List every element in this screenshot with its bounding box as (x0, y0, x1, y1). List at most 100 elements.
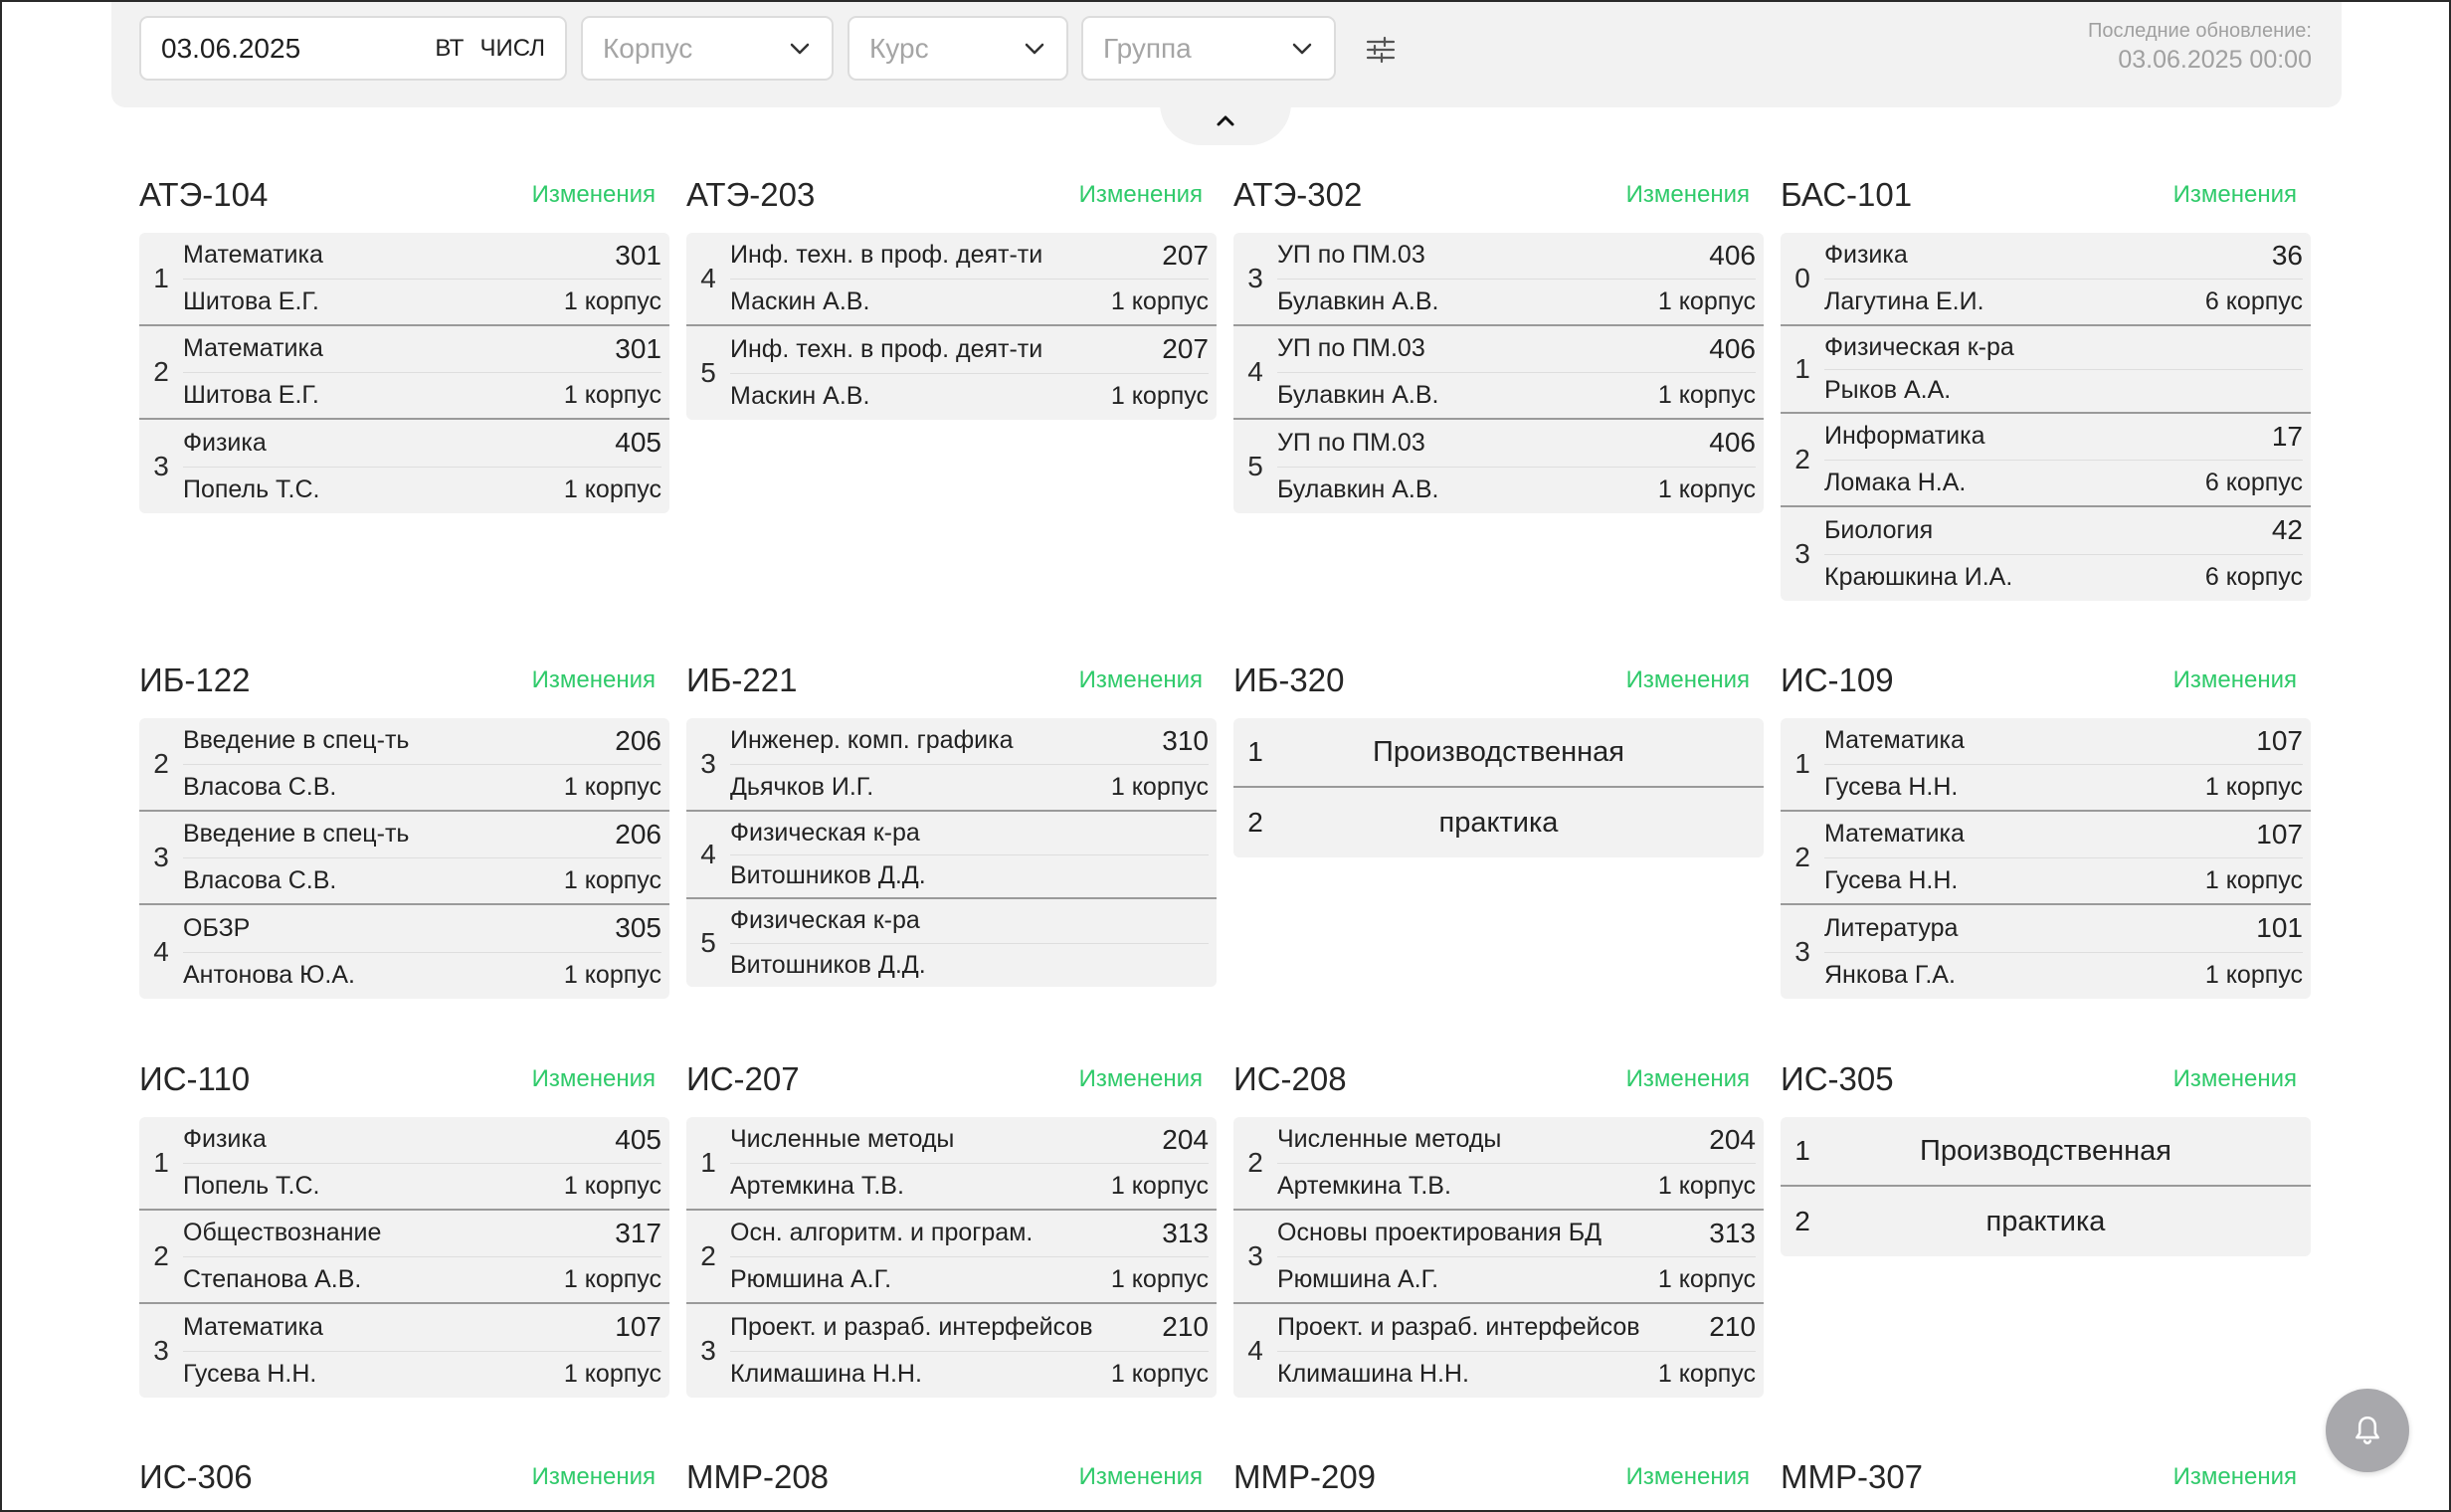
lesson-row[interactable]: 3 УП по ПМ.03 406 Булавкин А.В. 1 корпус (1233, 233, 1764, 326)
lesson-row[interactable]: 3 Основы проектирования БД 313 Рюмшина А.Г.… (1233, 1211, 1764, 1304)
lesson-teacher: Гусева Н.Н. (1824, 865, 1959, 894)
lesson-row[interactable]: 4 Физическая к-ра Витошников Д.Д. (686, 812, 1217, 899)
changes-link[interactable]: Изменения (1078, 1065, 1203, 1092)
lesson-row[interactable]: 0 Физика 36 Лагутина Е.И. 6 корпус (1781, 233, 2311, 326)
changes-link[interactable]: Изменения (531, 1065, 656, 1092)
lesson-row[interactable]: 5 Физическая к-ра Витошников Д.Д. (686, 899, 1217, 987)
lesson-row[interactable]: 3 Математика 107 Гусева Н.Н. 1 корпус (139, 1304, 669, 1398)
lesson-row[interactable]: 3 Физика 405 Попель Т.С. 1 корпус (139, 420, 669, 513)
lesson-row[interactable]: 2 Информатика 17 Ломака Н.А. 6 корпус (1781, 414, 2311, 507)
lesson-room: 107 (615, 1311, 661, 1343)
lesson-number: 3 (1247, 263, 1263, 293)
lesson-row[interactable]: 4 УП по ПМ.03 406 Булавкин А.В. 1 корпус (1233, 326, 1764, 420)
lesson-list: 2 Введение в спец-ть 206 Власова С.В. 1 корп… (139, 718, 669, 999)
lesson-row[interactable]: 4 Проект. и разраб. интерфейсов 210 Климаши… (1233, 1304, 1764, 1398)
lesson-row[interactable]: 1 Математика 107 Гусева Н.Н. 1 корпус (1781, 718, 2311, 812)
lesson-row[interactable]: 1 Численные методы 204 Артемкина Т.В. 1 корп… (686, 1117, 1217, 1211)
lesson-row[interactable]: 3 Биология 42 Краюшкина И.А. 6 корпус (1781, 507, 2311, 601)
lesson-row[interactable]: 3 Введение в спец-ть 206 Власова С.В. 1 корп… (139, 812, 669, 905)
chevron-up-icon[interactable] (1214, 109, 1237, 133)
changes-link[interactable]: Изменения (1625, 666, 1750, 693)
lesson-row[interactable]: 3 Литература 101 Янкова Г.А. 1 корпус (1781, 905, 2311, 999)
lesson-row[interactable]: 2 Введение в спец-ть 206 Власова С.В. 1 корп… (139, 718, 669, 812)
group-header: БАС-101 Изменения (1781, 175, 2311, 215)
kurs-select[interactable]: Курс (848, 16, 1068, 81)
changes-link[interactable]: Изменения (1625, 1065, 1750, 1092)
lesson-row[interactable]: 2 Численные методы 204 Артемкина Т.В. 1 корп… (1233, 1117, 1764, 1211)
changes-link[interactable]: Изменения (2172, 1463, 2297, 1490)
notifications-button[interactable] (2326, 1389, 2409, 1472)
lesson-body: Численные методы 204 Артемкина Т.В. 1 корпу… (730, 1117, 1217, 1209)
lesson-row[interactable]: 1 Математика 301 Шитова Е.Г. 1 корпус (139, 233, 669, 326)
lesson-bottom-line: Власова С.В. 1 корпус (183, 765, 661, 811)
lesson-subject: Численные методы (1277, 1125, 1502, 1154)
changes-link[interactable]: Изменения (2172, 1065, 2297, 1092)
lesson-bottom-line: Булавкин А.В. 1 корпус (1277, 468, 1756, 514)
lesson-row[interactable]: 3 Инженер. комп. графика 310 Дьячков И.Г. 1 … (686, 718, 1217, 812)
lesson-row[interactable]: 2 Математика 107 Гусева Н.Н. 1 корпус (1781, 812, 2311, 905)
changes-link[interactable]: Изменения (1625, 181, 1750, 208)
lesson-teacher: Антонова Ю.А. (183, 961, 355, 990)
lesson-teacher: Краюшкина И.А. (1824, 563, 2013, 592)
korpus-select[interactable]: Корпус (581, 16, 834, 81)
changes-link[interactable]: Изменения (531, 1463, 656, 1490)
chevron-down-icon (1025, 43, 1044, 54)
lesson-building: 1 корпус (563, 961, 661, 990)
lesson-row[interactable]: 2 Осн. алгоритм. и програм. 313 Рюмшина А.Г… (686, 1211, 1217, 1304)
lesson-number: 3 (1794, 538, 1810, 569)
group-card: ИБ-221 Изменения 3 Инженер. комп. графика 31… (686, 661, 1217, 987)
lesson-row[interactable]: 4 ОБЗР 305 Антонова Ю.А. 1 корпус (139, 905, 669, 999)
group-card: ИС-305 Изменения 1 Производственная 2 практик… (1781, 1059, 2311, 1256)
changes-link[interactable]: Изменения (1078, 666, 1203, 693)
lesson-body: Физика 405 Попель Т.С. 1 корпус (183, 420, 669, 513)
lesson-number: 2 (1247, 1147, 1263, 1178)
lesson-row[interactable]: 3 Проект. и разраб. интерфейсов 210 Климаши… (686, 1304, 1217, 1398)
date-value: 03.06.2025 (161, 32, 301, 64)
group-header: ИБ-122 Изменения (139, 661, 669, 700)
lesson-row[interactable]: 4 Инф. техн. в проф. деят-ти 207 Маскин А.В… (686, 233, 1217, 326)
date-input[interactable]: 03.06.2025 ВТ ЧИСЛ (139, 16, 567, 81)
changes-link[interactable]: Изменения (2172, 181, 2297, 208)
changes-link[interactable]: Изменения (2172, 666, 2297, 693)
changes-link[interactable]: Изменения (531, 666, 656, 693)
lesson-top-line: Математика 107 (1824, 812, 2303, 858)
lesson-building: 6 корпус (2204, 563, 2303, 592)
lesson-row[interactable]: 2 Обществознание 317 Степанова А.В. 1 корпус (139, 1211, 669, 1304)
group-header: ИС-110 Изменения (139, 1059, 669, 1099)
lesson-body: Математика 301 Шитова Е.Г. 1 корпус (183, 326, 669, 418)
lesson-room: 301 (615, 332, 661, 364)
lesson-number: 0 (1794, 263, 1810, 293)
lesson-teacher: Шитова Е.Г. (183, 286, 319, 315)
lesson-body: Биология 42 Краюшкина И.А. 6 корпус (1824, 507, 2311, 601)
group-select[interactable]: Группа (1081, 16, 1336, 81)
lesson-row[interactable]: 5 Инф. техн. в проф. деят-ти 207 Маскин А.В… (686, 326, 1217, 420)
group-card: ММР-307 Изменения (1781, 1457, 2311, 1497)
lesson-top-line: Инженер. комп. графика 310 (730, 718, 1209, 765)
collapse-tab[interactable] (1160, 103, 1291, 145)
lesson-top-line: Численные методы 204 (1277, 1117, 1756, 1164)
group-card: ММР-209 Изменения (1233, 1457, 1764, 1497)
group-header: ИС-305 Изменения (1781, 1059, 2311, 1099)
lesson-list: 2 Численные методы 204 Артемкина Т.В. 1 корп… (1233, 1117, 1764, 1398)
lesson-subject: Физическая к-ра (730, 906, 920, 935)
lesson-row[interactable]: 2 Математика 301 Шитова Е.Г. 1 корпус (139, 326, 669, 420)
lesson-subject: Литература (1824, 913, 1959, 942)
lesson-building: 1 корпус (1657, 1264, 1756, 1293)
group-card: ИБ-122 Изменения 2 Введение в спец-ть 206 Вла… (139, 661, 669, 999)
lesson-row[interactable]: 1 Физика 405 Попель Т.С. 1 корпус (139, 1117, 669, 1211)
changes-link[interactable]: Изменения (1078, 1463, 1203, 1490)
changes-link[interactable]: Изменения (531, 181, 656, 208)
lesson-body: Проект. и разраб. интерфейсов 210 Климашин… (1277, 1304, 1764, 1398)
lesson-number: 2 (153, 748, 169, 779)
lesson-number: 3 (700, 1335, 716, 1366)
lesson-number: 3 (1794, 936, 1810, 967)
changes-link[interactable]: Изменения (1625, 1463, 1750, 1490)
lesson-row[interactable]: 1 Физическая к-ра Рыков А.А. (1781, 326, 2311, 414)
lesson-room: 405 (615, 1123, 661, 1155)
lesson-teacher: Лагутина Е.И. (1824, 286, 1984, 315)
changes-link[interactable]: Изменения (1078, 181, 1203, 208)
lesson-bottom-line: Витошников Д.Д. (730, 944, 1209, 988)
lesson-number: 2 (1794, 444, 1810, 474)
sliders-icon[interactable] (1365, 34, 1397, 66)
lesson-row[interactable]: 5 УП по ПМ.03 406 Булавкин А.В. 1 корпус (1233, 420, 1764, 513)
